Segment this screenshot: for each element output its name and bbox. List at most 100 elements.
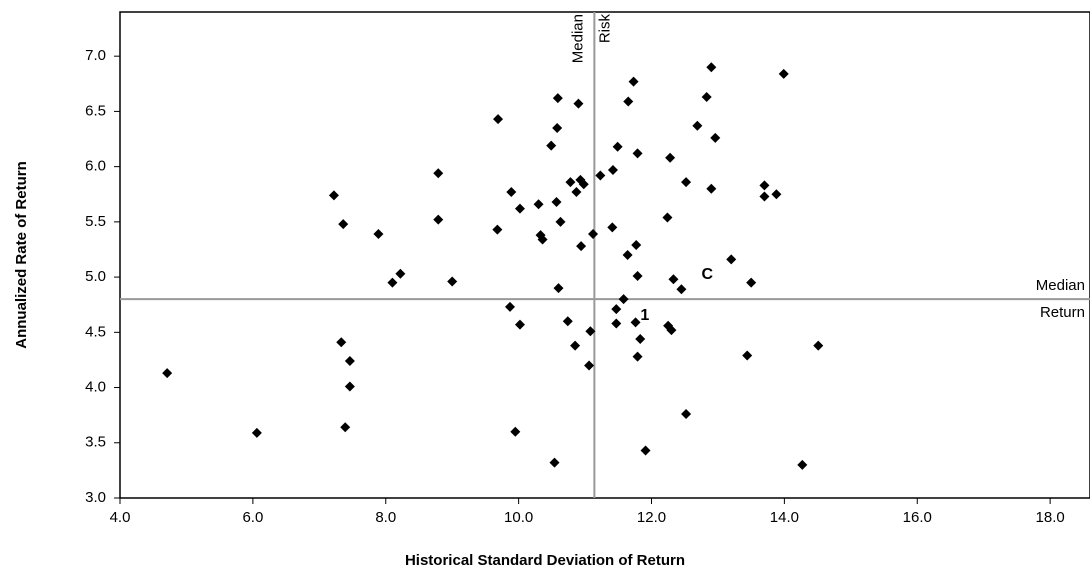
point [676,284,687,295]
point [746,277,757,288]
x-tick-label: 4.0 [110,509,131,526]
point [578,179,589,190]
point [533,199,544,210]
y-tick-label: 3.0 [85,489,106,506]
point [692,120,703,131]
point [726,254,737,265]
point [635,333,646,344]
y-tick-label: 4.5 [85,323,106,340]
point [344,356,355,367]
x-tick-label: 16.0 [903,509,932,526]
point [618,294,629,305]
point [546,140,557,151]
y-tick-label: 3.5 [85,434,106,451]
median-risk-label: Median [569,14,586,63]
median-return-label: Median [1036,277,1085,294]
y-tick-label: 7.0 [85,47,106,64]
x-axis-title: Historical Standard Deviation of Return [405,552,685,569]
point [813,340,824,351]
point [778,68,789,79]
point [387,277,398,288]
point [622,250,633,260]
point [585,326,596,337]
point [537,234,548,245]
point [553,283,564,294]
point [514,203,525,214]
y-tick-label: 5.5 [85,213,106,230]
point [607,222,618,233]
y-tick-label: 5.0 [85,268,106,285]
point [595,170,606,181]
point [552,122,563,133]
point [251,427,262,438]
point [447,276,458,287]
point-label: 1 [640,307,649,324]
point [395,268,406,279]
point [759,191,770,202]
point [340,422,351,433]
point [555,216,566,227]
point [666,325,677,336]
point [552,93,563,104]
point [632,148,643,159]
y-tick-label: 6.5 [85,102,106,119]
point [611,304,622,315]
point [514,319,525,330]
point-label: C [702,266,714,283]
point [549,457,560,468]
median-return-label: Return [1040,304,1085,321]
point [510,426,521,437]
point [373,229,384,240]
median-risk-label: Risk [596,14,613,44]
point [759,180,770,191]
x-tick-label: 6.0 [242,509,263,526]
point [623,96,634,107]
point [336,337,347,348]
point [492,224,503,235]
point [506,187,517,198]
point [701,92,712,103]
point [668,274,679,285]
point [433,214,444,225]
point [630,317,641,328]
point [706,183,717,194]
x-tick-label: 12.0 [637,509,666,526]
plot-area [119,11,1090,499]
y-tick-label: 6.0 [85,158,106,175]
point [632,351,643,362]
x-tick-label: 18.0 [1036,509,1065,526]
point [665,152,676,163]
point [576,241,587,252]
point [640,445,651,456]
point [162,368,173,379]
point [504,301,515,312]
point [607,164,618,175]
point [631,240,642,251]
point [742,350,753,361]
point [681,177,692,188]
point [562,316,573,327]
point [493,114,504,125]
point [584,360,595,371]
point [612,141,623,152]
y-axis-title: Annualized Rate of Return [13,161,30,349]
point [681,409,692,420]
point [797,459,808,470]
point [588,229,599,240]
x-tick-label: 8.0 [375,509,396,526]
point [628,76,639,87]
point [344,381,355,392]
y-tick-label: 4.0 [85,379,106,396]
point [771,189,782,200]
point [662,212,673,223]
x-tick-label: 14.0 [770,509,799,526]
point [551,196,562,207]
point [706,62,717,73]
point [328,190,339,201]
point [570,340,581,351]
point [573,98,584,109]
point [433,168,444,179]
point [571,187,582,198]
point [710,132,721,143]
